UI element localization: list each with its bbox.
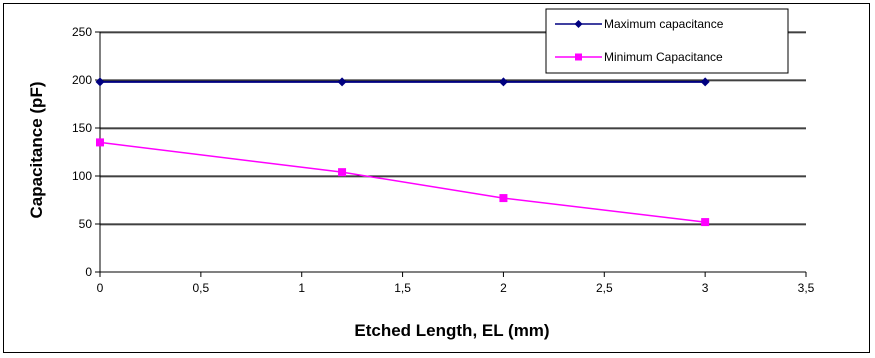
legend-marker-minimum: [575, 53, 582, 61]
y-tick-label: 100: [72, 169, 92, 183]
x-tick-labels: 0 0,5 1 1,5 2 2,5 3 3,5: [97, 281, 815, 295]
x-tick-label: 0: [97, 281, 104, 295]
series-group: [95, 77, 710, 227]
x-tick-label: 2,5: [596, 281, 613, 295]
legend-marker-maximum: [574, 20, 583, 28]
y-tick-labels: 0 50 100 150 200 250: [72, 25, 92, 279]
y-tick-label: 150: [72, 121, 92, 135]
legend: Maximum capacitance Minimum Capacitance: [545, 8, 789, 74]
y-axis-title: Capacitance (pF): [27, 82, 46, 219]
data-point-diamond: [498, 77, 508, 87]
x-tick-label: 3,5: [798, 281, 815, 295]
x-tick-label: 1: [298, 281, 305, 295]
y-tick-label: 200: [72, 73, 92, 87]
x-tick-label: 1,5: [394, 281, 411, 295]
legend-label-maximum: Maximum capacitance: [604, 17, 724, 31]
data-point-square: [701, 218, 710, 227]
x-tick-label: 2: [500, 281, 507, 295]
data-point-diamond: [700, 77, 710, 87]
data-point-square: [96, 138, 104, 147]
y-tick-label: 0: [85, 265, 92, 279]
legend-item-minimum: Minimum Capacitance: [555, 50, 723, 64]
axes: [95, 31, 807, 277]
grid-lines: [100, 31, 806, 226]
y-tick-label: 250: [72, 25, 92, 39]
series-line-2: [99, 141, 706, 223]
y-tick-label: 50: [79, 217, 93, 231]
data-point-diamond: [337, 77, 347, 87]
data-point-diamond: [95, 77, 105, 87]
legend-label-minimum: Minimum Capacitance: [604, 50, 723, 64]
x-tick-label: 0,5: [193, 281, 210, 295]
data-point-square: [499, 194, 508, 203]
data-point-square: [338, 168, 347, 177]
x-axis-title: Etched Length, EL (mm): [354, 321, 549, 340]
legend-box: [545, 8, 789, 74]
x-tick-label: 3: [702, 281, 709, 295]
legend-item-maximum: Maximum capacitance: [555, 17, 724, 31]
